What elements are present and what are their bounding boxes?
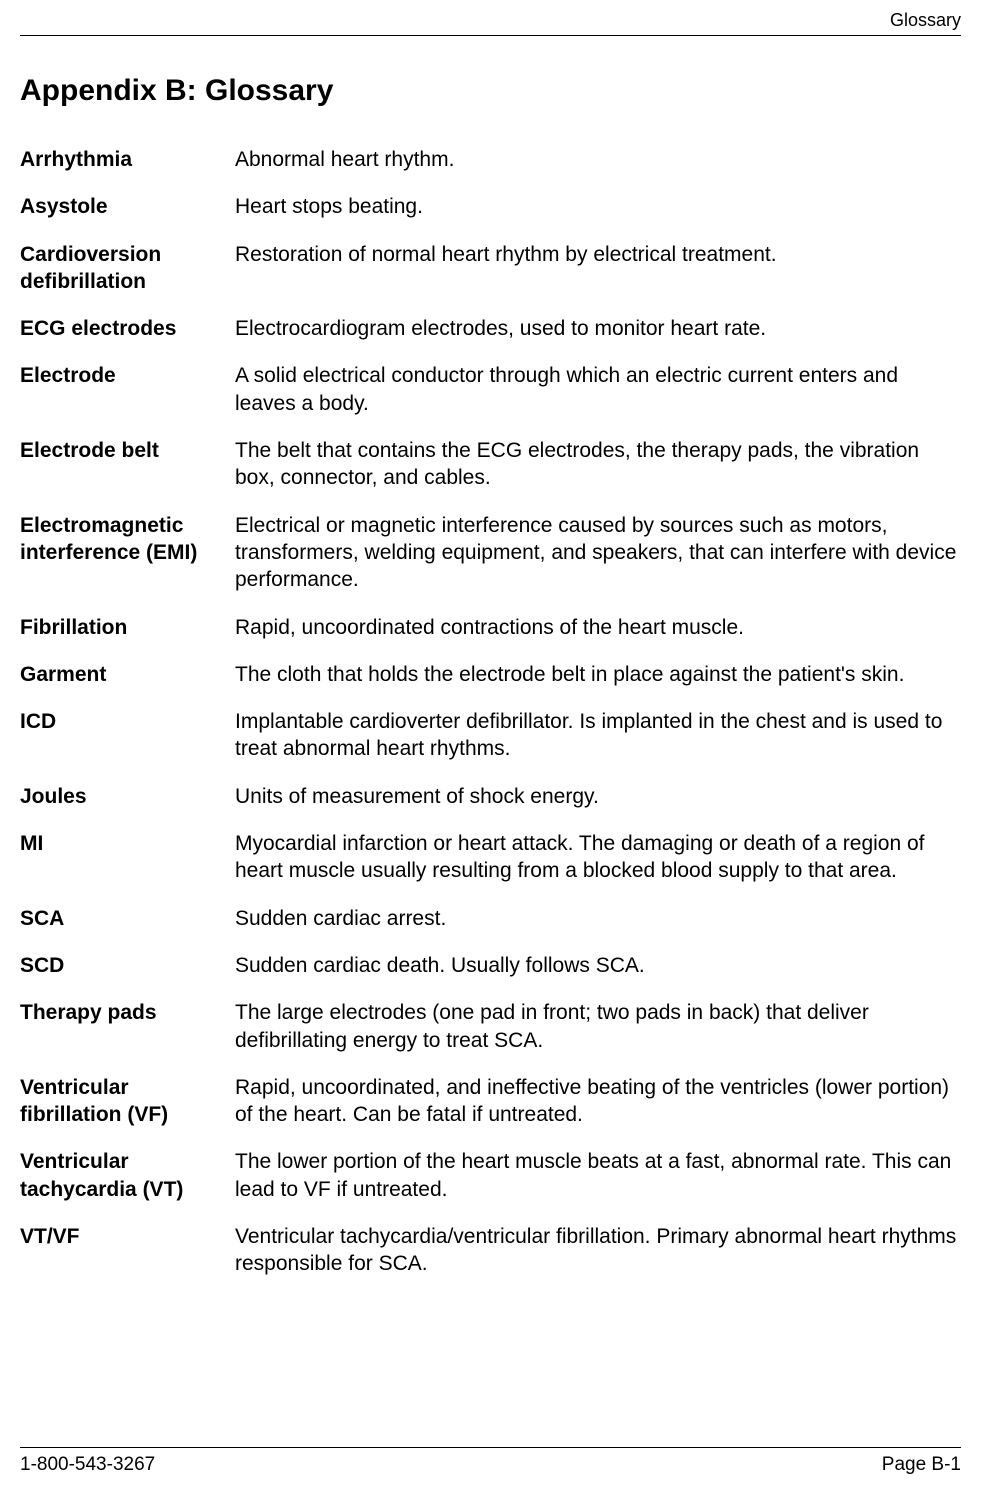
glossary-term: Fibrillation [20, 614, 235, 641]
glossary-term: Cardioversion defibrillation [20, 241, 235, 296]
glossary-entry: Arrhythmia Abnormal heart rhythm. [20, 146, 961, 173]
glossary-definition: Electrocardiogram electrodes, used to mo… [235, 315, 961, 342]
glossary-term: Electrode belt [20, 437, 235, 492]
glossary-definition: Implantable cardioverter defibrillator. … [235, 708, 961, 763]
glossary-term: ICD [20, 708, 235, 763]
glossary-entry: Joules Units of measurement of shock ene… [20, 783, 961, 810]
glossary-definition: Sudden cardiac arrest. [235, 905, 961, 932]
glossary-entry: Electrode belt The belt that contains th… [20, 437, 961, 492]
glossary-term: Arrhythmia [20, 146, 235, 173]
glossary-entry: SCD Sudden cardiac death. Usually follow… [20, 952, 961, 979]
glossary-definition: Rapid, uncoordinated, and ineffective be… [235, 1074, 961, 1129]
glossary-entry: SCA Sudden cardiac arrest. [20, 905, 961, 932]
glossary-term: SCD [20, 952, 235, 979]
page-footer: 1-800-543-3267 Page B-1 [20, 1447, 961, 1476]
glossary-entry: Ventricular fibrillation (VF) Rapid, unc… [20, 1074, 961, 1129]
glossary-entry: Therapy pads The large electrodes (one p… [20, 999, 961, 1054]
footer-phone: 1-800-543-3267 [20, 1454, 155, 1476]
glossary-term: MI [20, 830, 235, 885]
page-title: Appendix B: Glossary [20, 74, 961, 108]
glossary-entry: Fibrillation Rapid, uncoordinated contra… [20, 614, 961, 641]
glossary-term: Ventricular tachycardia (VT) [20, 1148, 235, 1203]
glossary-list: Arrhythmia Abnormal heart rhythm. Asysto… [20, 146, 961, 1447]
glossary-entry: VT/VF Ventricular tachycardia/ventricula… [20, 1223, 961, 1278]
glossary-term: Therapy pads [20, 999, 235, 1054]
glossary-term: VT/VF [20, 1223, 235, 1278]
glossary-term: Ventricular fibrillation (VF) [20, 1074, 235, 1129]
glossary-definition: Rapid, uncoordinated contractions of the… [235, 614, 961, 641]
glossary-definition: Sudden cardiac death. Usually follows SC… [235, 952, 961, 979]
glossary-entry: ECG electrodes Electrocardiogram electro… [20, 315, 961, 342]
glossary-entry: ICD Implantable cardioverter defibrillat… [20, 708, 961, 763]
glossary-definition: Units of measurement of shock energy. [235, 783, 961, 810]
glossary-term: Asystole [20, 193, 235, 220]
glossary-entry: Electromagnetic interference (EMI) Elect… [20, 512, 961, 594]
glossary-definition: The lower portion of the heart muscle be… [235, 1148, 961, 1203]
glossary-entry: Ventricular tachycardia (VT) The lower p… [20, 1148, 961, 1203]
glossary-term: SCA [20, 905, 235, 932]
header-section-label: Glossary [20, 10, 961, 36]
glossary-definition: Ventricular tachycardia/ventricular fibr… [235, 1223, 961, 1278]
glossary-definition: Electrical or magnetic interference caus… [235, 512, 961, 594]
glossary-definition: A solid electrical conductor through whi… [235, 362, 961, 417]
glossary-definition: Heart stops beating. [235, 193, 961, 220]
footer-page-number: Page B-1 [882, 1454, 961, 1476]
glossary-definition: Abnormal heart rhythm. [235, 146, 961, 173]
glossary-term: ECG electrodes [20, 315, 235, 342]
page-container: Glossary Appendix B: Glossary Arrhythmia… [0, 0, 981, 1496]
glossary-entry: Asystole Heart stops beating. [20, 193, 961, 220]
glossary-definition: Myocardial infarction or heart attack. T… [235, 830, 961, 885]
glossary-entry: Garment The cloth that holds the electro… [20, 661, 961, 688]
glossary-term: Electrode [20, 362, 235, 417]
glossary-entry: Cardioversion defibrillation Restoration… [20, 241, 961, 296]
glossary-term: Garment [20, 661, 235, 688]
glossary-entry: MI Myocardial infarction or heart attack… [20, 830, 961, 885]
glossary-term: Electromagnetic interference (EMI) [20, 512, 235, 594]
glossary-entry: Electrode A solid electrical conductor t… [20, 362, 961, 417]
glossary-definition: The cloth that holds the electrode belt … [235, 661, 961, 688]
glossary-term: Joules [20, 783, 235, 810]
glossary-definition: The large electrodes (one pad in front; … [235, 999, 961, 1054]
glossary-definition: The belt that contains the ECG electrode… [235, 437, 961, 492]
glossary-definition: Restoration of normal heart rhythm by el… [235, 241, 961, 296]
